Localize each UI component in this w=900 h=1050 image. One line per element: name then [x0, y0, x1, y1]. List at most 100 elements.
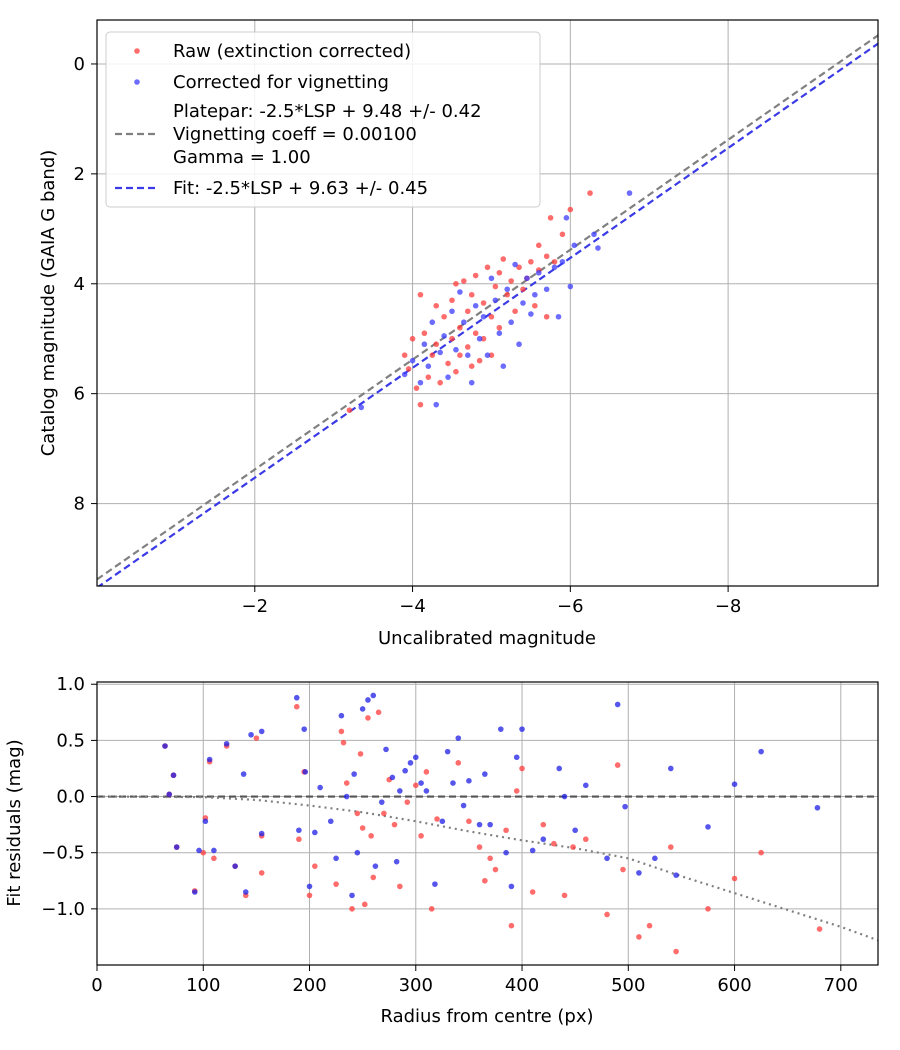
bottom-x-tick-label: 400 [505, 975, 539, 996]
top-y-tick-label: 0 [74, 54, 85, 75]
top-raw-point [543, 313, 550, 320]
top-corrected-point [591, 231, 597, 238]
top-raw-point [480, 335, 487, 342]
top-raw-point [484, 264, 491, 271]
bottom-raw-point [513, 788, 520, 794]
bottom-corrected-point [343, 793, 350, 800]
bottom-corrected-point [173, 844, 180, 850]
bottom-raw-point [455, 760, 462, 766]
top-raw-point [437, 379, 443, 386]
top-corrected-point [496, 330, 503, 337]
top-corrected-point [512, 261, 518, 268]
bottom-axes-frame [96, 681, 879, 966]
top-raw-point [504, 291, 511, 298]
bottom-raw-point [412, 782, 419, 789]
bottom-x-axis-label: Radius from centre (px) [380, 1006, 593, 1027]
bottom-raw-point [434, 816, 440, 822]
legend-corrected-label: Corrected for vignetting [173, 72, 389, 93]
bottom-y-tick-label: 0.0 [56, 787, 85, 808]
top-raw-point [500, 256, 507, 262]
bottom-corrected-point [604, 855, 610, 862]
top-corrected-point [472, 302, 479, 309]
top-raw-point [401, 352, 408, 359]
bottom-raw-point [200, 849, 207, 856]
top-raw-point [496, 324, 503, 331]
bottom-raw-point [636, 934, 642, 940]
bottom-corrected-point [731, 781, 738, 787]
bottom-grid [96, 682, 878, 965]
top-corrected-point [524, 275, 530, 282]
bottom-corrected-point [519, 726, 525, 732]
bottom-raw-point [705, 906, 711, 912]
bottom-corrected-point [240, 771, 247, 777]
bottom-corrected-point [372, 863, 379, 869]
top-corrected-point [425, 363, 432, 369]
legend-platepar-line1: Platepar: -2.5*LSP + 9.48 +/- 0.42 [173, 101, 482, 122]
bottom-raw-point [333, 881, 339, 887]
bottom-raw-point [404, 799, 411, 805]
top-raw-point [468, 291, 475, 298]
top-corrected-point [520, 300, 526, 306]
top-raw-point [457, 324, 463, 331]
bottom-corrected-point [455, 735, 462, 741]
bottom-corrected-point [402, 767, 408, 774]
bottom-raw-point [428, 906, 435, 912]
bottom-corrected-point [423, 788, 430, 794]
bottom-x-tick-label: 300 [399, 975, 433, 996]
bottom-raw-point [476, 844, 483, 850]
bottom-corrected-point [162, 743, 168, 749]
top-raw-point [405, 366, 412, 372]
bottom-raw-point [375, 709, 382, 716]
top-raw-point [587, 190, 593, 196]
legend-platepar-line3: Gamma = 1.00 [173, 147, 311, 168]
bottom-raw-point [614, 762, 621, 768]
bottom-raw-point [365, 715, 371, 721]
bottom-corrected-point [370, 692, 377, 699]
top-corrected-point [421, 341, 428, 348]
bottom-corrected-point [327, 818, 334, 825]
top-corrected-point [543, 286, 550, 293]
top-raw-point [532, 302, 538, 309]
bottom-raw-point [391, 821, 398, 828]
bottom-y-axis-label: Fit residuals (mag) [4, 739, 25, 906]
top-corrected-point [453, 346, 459, 353]
bottom-raw-point [296, 836, 302, 843]
bottom-corrected-point [383, 746, 389, 753]
top-raw-point [413, 385, 420, 391]
bottom-corrected-point [758, 748, 764, 755]
top-raw-point [488, 352, 495, 359]
bottom-corrected-point [673, 872, 679, 878]
bottom-corrected-point [503, 849, 509, 856]
legend-fit-label: Fit: -2.5*LSP + 9.63 +/- 0.45 [173, 178, 428, 199]
bottom-corrected-point [349, 892, 355, 899]
bottom-corrected-point [450, 780, 456, 786]
bottom-corrected-point [206, 756, 213, 763]
bottom-corrected-point [301, 726, 308, 732]
bottom-raw-point [312, 863, 318, 869]
bottom-corrected-point [466, 778, 472, 784]
bottom-raw-point [211, 855, 217, 862]
bottom-y-tick-label: 1.0 [56, 674, 85, 695]
bottom-corrected-point [248, 731, 254, 738]
bottom-x-tick-label: 0 [91, 975, 102, 996]
bottom-corrected-point [196, 847, 202, 854]
top-corrected-point [437, 349, 443, 356]
top-corrected-point [417, 379, 424, 386]
bottom-raw-point [508, 922, 515, 929]
top-raw-point [567, 206, 574, 213]
top-line-platepar [97, 34, 878, 581]
bottom-corrected-point [333, 855, 339, 862]
top-raw-point [468, 363, 475, 369]
bottom-corrected-point [191, 889, 198, 895]
bottom-raw-point [731, 875, 738, 882]
bottom-corrected-point [652, 855, 658, 862]
top-raw-point [512, 308, 518, 315]
top-raw-point [421, 330, 428, 337]
bottom-points [162, 692, 823, 955]
bottom-raw-point [359, 825, 366, 831]
top-raw-point [346, 407, 353, 413]
top-raw-point [488, 313, 495, 320]
bottom-corrected-point [529, 847, 536, 854]
top-corrected-point [445, 374, 451, 380]
bottom-raw-point [667, 844, 674, 850]
